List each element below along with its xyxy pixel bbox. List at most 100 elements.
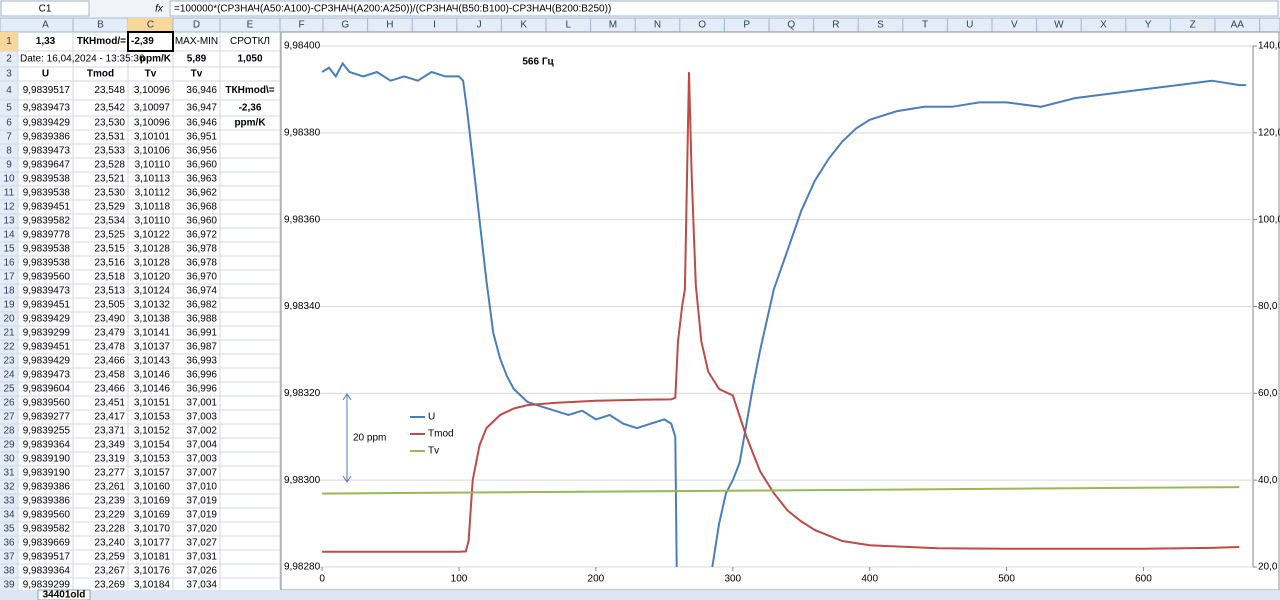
cell[interactable]: 9,9839560	[23, 272, 71, 283]
column-header[interactable]: X	[1100, 20, 1107, 31]
row-header[interactable]: 29	[3, 440, 15, 451]
cell[interactable]: -2,39	[131, 36, 154, 47]
cell[interactable]: 37,007	[186, 468, 217, 479]
row-header[interactable]: 20	[3, 314, 15, 325]
cell[interactable]: 3,10181	[134, 552, 171, 563]
cell[interactable]: 36,974	[186, 286, 217, 297]
cell[interactable]: 3,10110	[135, 160, 171, 171]
cell[interactable]: 23,458	[94, 370, 125, 381]
cell[interactable]: U	[42, 69, 49, 80]
column-header[interactable]: J	[477, 20, 482, 31]
cell[interactable]: 23,525	[94, 230, 125, 241]
column-header[interactable]: P	[743, 20, 750, 31]
cell[interactable]: 9,9839538	[23, 258, 71, 269]
cell[interactable]: 9,9839473	[23, 146, 71, 157]
column-header[interactable]: E	[247, 20, 254, 31]
cell[interactable]: 1,050	[237, 54, 262, 65]
active-cell[interactable]	[127, 31, 174, 52]
cell[interactable]: 36,947	[186, 103, 217, 114]
row-header[interactable]: 33	[3, 496, 15, 507]
cell[interactable]: 23,530	[94, 118, 125, 129]
cell[interactable]: 9,9839299	[23, 580, 71, 591]
cell[interactable]: 37,004	[186, 440, 217, 451]
cell[interactable]: Tmod	[87, 69, 114, 80]
cell[interactable]: 23,530	[94, 188, 125, 199]
column-header[interactable]: S	[877, 20, 884, 31]
cell[interactable]: 37,010	[186, 482, 217, 493]
cell[interactable]: 23,513	[94, 286, 125, 297]
cell[interactable]: 23,239	[94, 496, 125, 507]
cell[interactable]: 23,261	[94, 482, 125, 493]
formula-input[interactable]	[169, 0, 1279, 17]
row-header[interactable]: 17	[3, 272, 15, 283]
cell[interactable]: 9,9839538	[23, 174, 71, 185]
row-header[interactable]: 38	[3, 566, 15, 577]
row-header[interactable]: 6	[6, 118, 12, 129]
cell[interactable]: 3,10160	[134, 482, 171, 493]
column-header[interactable]: I	[433, 20, 436, 31]
column-header[interactable]: V	[1011, 20, 1018, 31]
cell[interactable]: 9,9839538	[23, 244, 71, 255]
cell[interactable]: 3,10128	[134, 258, 171, 269]
cell[interactable]: 3,10137	[134, 342, 171, 353]
cell[interactable]: 9,9839451	[23, 202, 71, 213]
cell[interactable]: ТКНmod\=	[225, 85, 274, 96]
cell[interactable]: 36,978	[186, 258, 217, 269]
row-header[interactable]: 18	[3, 286, 15, 297]
row-header[interactable]: 25	[3, 384, 15, 395]
cell[interactable]: 37,019	[186, 510, 217, 521]
cell[interactable]: 23,533	[94, 146, 125, 157]
cell[interactable]: 3,10122	[134, 230, 171, 241]
cell[interactable]: 37,031	[186, 552, 217, 563]
row-header[interactable]: 5	[6, 103, 12, 114]
cell[interactable]: 9,9839299	[23, 328, 71, 339]
cell[interactable]: 3,10124	[134, 286, 171, 297]
column-header[interactable]: L	[566, 20, 572, 31]
row-header[interactable]: 31	[3, 468, 15, 479]
column-header[interactable]: K	[520, 20, 527, 31]
row-header[interactable]: 22	[3, 342, 15, 353]
row-header[interactable]: 3	[6, 69, 12, 80]
cell[interactable]: 9,9839429	[23, 314, 71, 325]
row-header[interactable]: 39	[3, 580, 15, 591]
column-header[interactable]: W	[1054, 20, 1064, 31]
cell[interactable]: 3,10170	[134, 524, 171, 535]
cell[interactable]: 5,89	[187, 54, 207, 65]
column-header[interactable]: D	[193, 20, 200, 31]
cell[interactable]: 9,9839517	[23, 85, 71, 96]
row-header[interactable]: 30	[3, 454, 15, 465]
row-header[interactable]: 10	[3, 174, 15, 185]
cell[interactable]: 23,319	[94, 454, 125, 465]
cell[interactable]: 36,970	[186, 272, 217, 283]
cell[interactable]: 23,349	[94, 440, 125, 451]
row-header[interactable]: 34	[3, 510, 15, 521]
cell[interactable]: 36,946	[186, 85, 217, 96]
row-header[interactable]: 26	[3, 398, 15, 409]
cell[interactable]: 36,960	[186, 216, 217, 227]
column-header[interactable]: U	[966, 20, 973, 31]
cell[interactable]: 23,542	[94, 103, 125, 114]
cell[interactable]: 9,9839669	[23, 538, 71, 549]
cell[interactable]: ppm/K	[140, 54, 172, 65]
row-header[interactable]: 27	[3, 412, 15, 423]
cell[interactable]: 36,956	[186, 146, 217, 157]
cell[interactable]: 36,963	[186, 174, 217, 185]
row-header[interactable]: 21	[3, 328, 15, 339]
cell[interactable]: 36,968	[186, 202, 217, 213]
cell[interactable]: 3,10143	[134, 356, 171, 367]
cell[interactable]: 9,9839386	[23, 482, 71, 493]
cell[interactable]: СРОТКЛ	[230, 36, 270, 47]
cell[interactable]: 37,001	[186, 398, 217, 409]
cell[interactable]: 3,10097	[134, 103, 171, 114]
cell[interactable]: 36,993	[186, 356, 217, 367]
fx-icon[interactable]: fx	[155, 4, 164, 15]
cell[interactable]: Date: 16,04,2024 - 13:35:36	[20, 54, 145, 65]
cell[interactable]: 36,946	[186, 118, 217, 129]
cell[interactable]: 36,988	[186, 314, 217, 325]
cell[interactable]: 23,548	[94, 85, 125, 96]
cell[interactable]: -2,36	[239, 103, 262, 114]
cell[interactable]: 36,972	[186, 230, 217, 241]
cell[interactable]: 3,10146	[134, 384, 171, 395]
cell[interactable]: 9,9839364	[23, 566, 71, 577]
cell[interactable]: 3,10110	[135, 216, 171, 227]
